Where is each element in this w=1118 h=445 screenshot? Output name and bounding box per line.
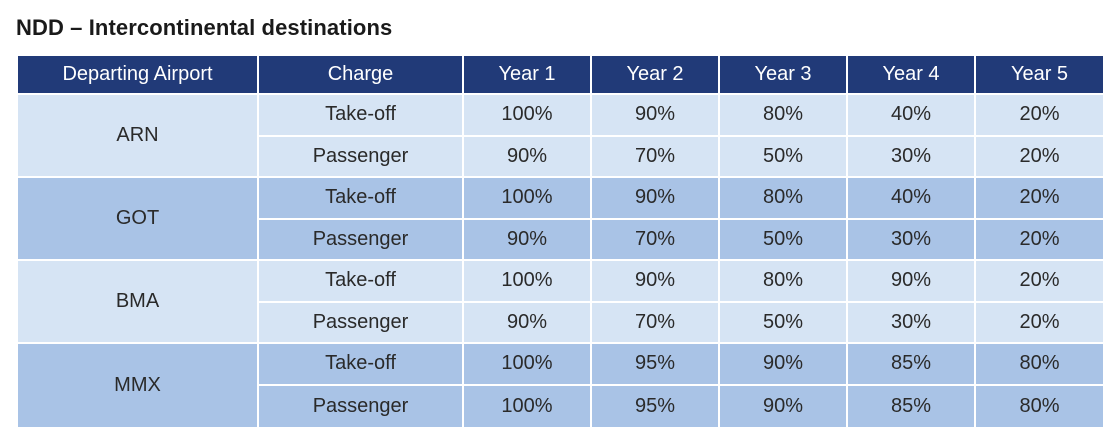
- value-cell: 20%: [976, 261, 1103, 303]
- value-cell: 30%: [848, 219, 976, 261]
- header-year-1: Year 1: [464, 56, 592, 95]
- airport-cell: BMA: [18, 261, 259, 344]
- value-cell: 80%: [976, 385, 1103, 427]
- value-cell: 90%: [592, 178, 720, 220]
- header-year-4: Year 4: [848, 56, 976, 95]
- value-cell: 80%: [720, 178, 848, 220]
- airport-cell: MMX: [18, 344, 259, 427]
- header-year-5: Year 5: [976, 56, 1103, 95]
- value-cell: 90%: [720, 344, 848, 386]
- airport-cell: ARN: [18, 95, 259, 178]
- header-year-2: Year 2: [592, 56, 720, 95]
- header-row: Departing Airport Charge Year 1 Year 2 Y…: [18, 56, 1103, 95]
- value-cell: 20%: [976, 219, 1103, 261]
- value-cell: 90%: [464, 219, 592, 261]
- table-row: Passenger 90% 70% 50% 30% 20%: [18, 302, 1103, 344]
- table-row: Passenger 90% 70% 50% 30% 20%: [18, 219, 1103, 261]
- value-cell: 80%: [720, 261, 848, 303]
- value-cell: 50%: [720, 302, 848, 344]
- value-cell: 90%: [848, 261, 976, 303]
- table-row: MMX Take-off 100% 95% 90% 85% 80%: [18, 344, 1103, 427]
- airport-cell: GOT: [18, 178, 259, 261]
- charge-cell: Take-off: [259, 261, 464, 303]
- value-cell: 90%: [592, 261, 720, 303]
- value-cell: 70%: [592, 219, 720, 261]
- value-cell: 20%: [976, 95, 1103, 137]
- value-cell: 30%: [848, 302, 976, 344]
- value-cell: 90%: [720, 385, 848, 427]
- value-cell: 90%: [592, 95, 720, 137]
- table-row: Passenger 90% 70% 50% 30% 20%: [18, 136, 1103, 178]
- header-departing-airport: Departing Airport: [18, 56, 259, 95]
- value-cell: 50%: [720, 136, 848, 178]
- charges-table: Departing Airport Charge Year 1 Year 2 Y…: [18, 56, 1103, 427]
- charge-cell: Take-off: [259, 95, 464, 137]
- header-year-3: Year 3: [720, 56, 848, 95]
- value-cell: 100%: [464, 385, 592, 427]
- table-row: ARN Take-off 100% 90% 80% 40% 20%: [18, 95, 1103, 178]
- charge-cell: Passenger: [259, 302, 464, 344]
- charge-cell: Take-off: [259, 178, 464, 220]
- value-cell: 20%: [976, 302, 1103, 344]
- value-cell: 40%: [848, 178, 976, 220]
- charge-cell: Take-off: [259, 344, 464, 386]
- value-cell: 85%: [848, 385, 976, 427]
- value-cell: 100%: [464, 261, 592, 303]
- value-cell: 80%: [976, 344, 1103, 386]
- value-cell: 95%: [592, 385, 720, 427]
- value-cell: 20%: [976, 136, 1103, 178]
- charge-cell: Passenger: [259, 385, 464, 427]
- value-cell: 100%: [464, 178, 592, 220]
- header-charge: Charge: [259, 56, 464, 95]
- table-row: Passenger 100% 95% 90% 85% 80%: [18, 385, 1103, 427]
- value-cell: 20%: [976, 178, 1103, 220]
- value-cell: 85%: [848, 344, 976, 386]
- value-cell: 50%: [720, 219, 848, 261]
- value-cell: 100%: [464, 95, 592, 137]
- table-row: BMA Take-off 100% 90% 80% 90% 20%: [18, 261, 1103, 344]
- value-cell: 95%: [592, 344, 720, 386]
- value-cell: 100%: [464, 344, 592, 386]
- value-cell: 90%: [464, 302, 592, 344]
- value-cell: 40%: [848, 95, 976, 137]
- charge-cell: Passenger: [259, 136, 464, 178]
- table-title: NDD – Intercontinental destinations: [16, 15, 393, 40]
- value-cell: 90%: [464, 136, 592, 178]
- charge-cell: Passenger: [259, 219, 464, 261]
- value-cell: 70%: [592, 136, 720, 178]
- value-cell: 30%: [848, 136, 976, 178]
- table-row: GOT Take-off 100% 90% 80% 40% 20%: [18, 178, 1103, 261]
- value-cell: 70%: [592, 302, 720, 344]
- value-cell: 80%: [720, 95, 848, 137]
